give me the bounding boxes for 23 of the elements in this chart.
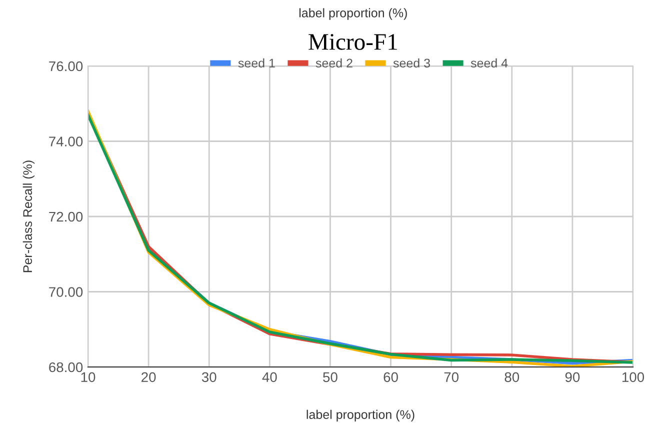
legend-label: seed 1 xyxy=(238,58,275,68)
x-tick-label: 60 xyxy=(384,372,398,382)
y-tick-label: 72.00 xyxy=(49,212,83,222)
x-tick-label: 20 xyxy=(142,372,156,382)
x-tick-label: 10 xyxy=(81,372,96,382)
x-axis-title: label proportion (%) xyxy=(306,410,414,422)
x-tick-label: 90 xyxy=(565,372,580,382)
x-tick-label: 70 xyxy=(444,372,459,382)
y-tick-label: 68.00 xyxy=(49,362,83,372)
x-tick-label: 50 xyxy=(323,372,338,382)
text: label proportion (%) xyxy=(299,8,407,20)
legend-label: seed 2 xyxy=(316,58,352,68)
chart-title: Micro-F1 xyxy=(308,34,397,50)
y-tick-label: 70.00 xyxy=(49,287,83,297)
x-tick-label: 30 xyxy=(202,372,216,382)
legend-label: seed 3 xyxy=(393,58,430,68)
x-tick-label: 80 xyxy=(504,372,520,382)
x-tick-label: 40 xyxy=(262,372,277,382)
y-axis-title: Per-class Recall (%) xyxy=(22,160,34,272)
legend-label: seed 4 xyxy=(470,58,508,68)
y-tick-label: 76.00 xyxy=(49,61,83,72)
x-tick-label: 100 xyxy=(622,372,644,382)
y-tick-label: 74.00 xyxy=(49,136,83,146)
